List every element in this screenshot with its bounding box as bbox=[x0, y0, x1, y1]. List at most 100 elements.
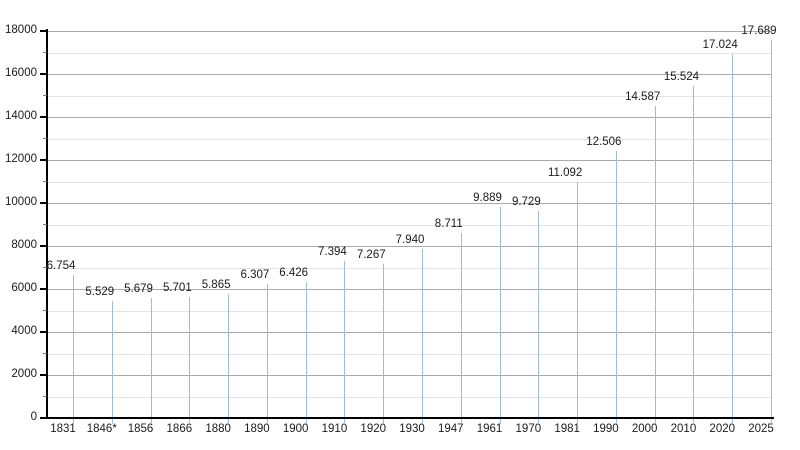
bar-2000 bbox=[634, 106, 656, 424]
x-axis-tick-label: 1890 bbox=[244, 423, 270, 435]
y-axis-tick bbox=[40, 116, 47, 118]
x-axis-tick-label: 1900 bbox=[282, 423, 309, 435]
x-axis-tick-label: 2025 bbox=[748, 423, 774, 435]
gridline-major bbox=[48, 74, 772, 75]
x-axis-tick-label: 1961 bbox=[476, 423, 503, 435]
y-axis-tick-label: 18000 bbox=[5, 24, 37, 36]
bar-1856 bbox=[130, 298, 152, 424]
x-axis-tick-label: 1910 bbox=[321, 423, 348, 435]
y-axis-tick bbox=[40, 374, 47, 376]
bar-1910 bbox=[323, 261, 345, 424]
bar-1890 bbox=[246, 284, 268, 424]
y-axis-tick bbox=[40, 245, 47, 247]
bar-value-label: 14.587 bbox=[625, 91, 661, 104]
bar-1961 bbox=[479, 207, 501, 424]
bar-1990 bbox=[595, 151, 617, 424]
bar-1831 bbox=[52, 275, 74, 424]
bar-value-label: 17.689 bbox=[741, 24, 777, 37]
gridline-minor bbox=[48, 52, 772, 54]
bar-value-label: 15.524 bbox=[663, 71, 700, 84]
bar-value-label: 9.889 bbox=[473, 192, 502, 205]
gridline-minor bbox=[48, 353, 772, 355]
y-axis-tick-label: 2000 bbox=[11, 368, 37, 380]
y-axis-tick-label: 4000 bbox=[11, 325, 37, 337]
bar-value-label: 9.729 bbox=[511, 195, 541, 208]
x-axis-tick-label: 1970 bbox=[515, 423, 542, 435]
bar-value-label: 6.754 bbox=[46, 259, 76, 272]
bar-2020 bbox=[711, 54, 733, 424]
bar-value-label: 7.394 bbox=[318, 246, 347, 259]
gridline-major bbox=[48, 375, 772, 376]
gridline-minor bbox=[48, 267, 772, 269]
y-axis-tick bbox=[40, 288, 47, 290]
x-axis-tick-label: 1880 bbox=[205, 423, 231, 435]
y-axis-tick-label: 14000 bbox=[5, 110, 37, 122]
y-axis-tick-label: 16000 bbox=[5, 67, 37, 79]
bar-1947 bbox=[440, 233, 462, 424]
gridline-minor bbox=[48, 396, 772, 398]
bar-value-label: 17.024 bbox=[702, 38, 738, 51]
y-axis-tick bbox=[43, 266, 47, 268]
plot-area: 6.754 5.529 5.679 5.701 5.865 6.307 6.426 7.394… bbox=[46, 25, 777, 418]
gridline-major bbox=[48, 246, 772, 247]
y-axis-tick bbox=[43, 352, 47, 354]
y-axis-tick-label: 6000 bbox=[11, 282, 37, 294]
x-axis-tick-label: 1981 bbox=[554, 423, 580, 435]
bar-value-label: 8.711 bbox=[434, 217, 463, 230]
bar-value-label: 5.865 bbox=[201, 278, 231, 291]
x-axis-tick-label: 1846* bbox=[86, 423, 117, 435]
y-axis-tick bbox=[40, 202, 47, 204]
y-axis-tick bbox=[43, 395, 47, 397]
bar-value-label: 7.940 bbox=[395, 234, 425, 247]
y-axis-line bbox=[46, 29, 48, 419]
bar-value-label: 7.267 bbox=[356, 248, 386, 261]
bar-value-label: 5.701 bbox=[162, 282, 192, 295]
y-axis-tick-label: 12000 bbox=[5, 153, 37, 165]
y-axis-tick-label: 0 bbox=[30, 411, 37, 423]
x-axis-tick-label: 1856 bbox=[127, 423, 154, 435]
gridline-major bbox=[48, 160, 772, 161]
y-axis-tick bbox=[43, 51, 47, 53]
bar-1846* bbox=[91, 301, 113, 424]
bar-1970 bbox=[517, 211, 539, 424]
gridline-major bbox=[48, 203, 772, 204]
bar-value-label: 12.506 bbox=[586, 136, 622, 149]
bar-2010 bbox=[672, 86, 694, 424]
x-axis-tick-label: 1947 bbox=[437, 423, 464, 435]
gridline-major bbox=[48, 332, 772, 333]
gridline-minor bbox=[48, 224, 772, 226]
y-axis-tick bbox=[43, 94, 47, 96]
x-axis-tick-label: 2010 bbox=[670, 423, 697, 435]
x-axis-tick-label: 2000 bbox=[631, 423, 658, 435]
x-axis-tick-label: 1866 bbox=[166, 423, 193, 435]
bar-1981 bbox=[556, 182, 578, 424]
y-axis-tick bbox=[40, 331, 47, 333]
gridline-minor bbox=[48, 138, 772, 140]
y-axis-tick bbox=[43, 309, 47, 311]
bar-value-label: 6.426 bbox=[279, 266, 309, 279]
bar-1930 bbox=[401, 249, 423, 424]
bar-1866 bbox=[168, 297, 190, 424]
gridline-minor bbox=[48, 181, 772, 183]
y-axis-tick bbox=[40, 417, 47, 419]
gridline-major bbox=[48, 289, 772, 290]
bar-value-label: 5.529 bbox=[85, 286, 115, 299]
y-axis-tick bbox=[43, 223, 47, 225]
bar-1900 bbox=[285, 282, 307, 424]
gridline-major bbox=[48, 117, 772, 118]
bar-1880 bbox=[207, 294, 229, 424]
y-axis-tick bbox=[40, 73, 47, 75]
bar-2025 bbox=[750, 40, 772, 424]
y-axis-tick bbox=[43, 137, 47, 139]
y-axis-tick bbox=[40, 30, 47, 32]
y-axis-tick bbox=[43, 180, 47, 182]
bar-1920 bbox=[362, 264, 384, 424]
x-axis-tick-label: 1990 bbox=[593, 423, 619, 435]
y-axis-tick-label: 10000 bbox=[5, 196, 37, 208]
gridline-minor bbox=[48, 95, 772, 97]
x-axis-tick-label: 1920 bbox=[360, 423, 387, 435]
bar-value-label: 6.307 bbox=[240, 269, 270, 282]
x-axis-line bbox=[46, 417, 774, 419]
bar-value-label: 11.092 bbox=[547, 166, 583, 179]
